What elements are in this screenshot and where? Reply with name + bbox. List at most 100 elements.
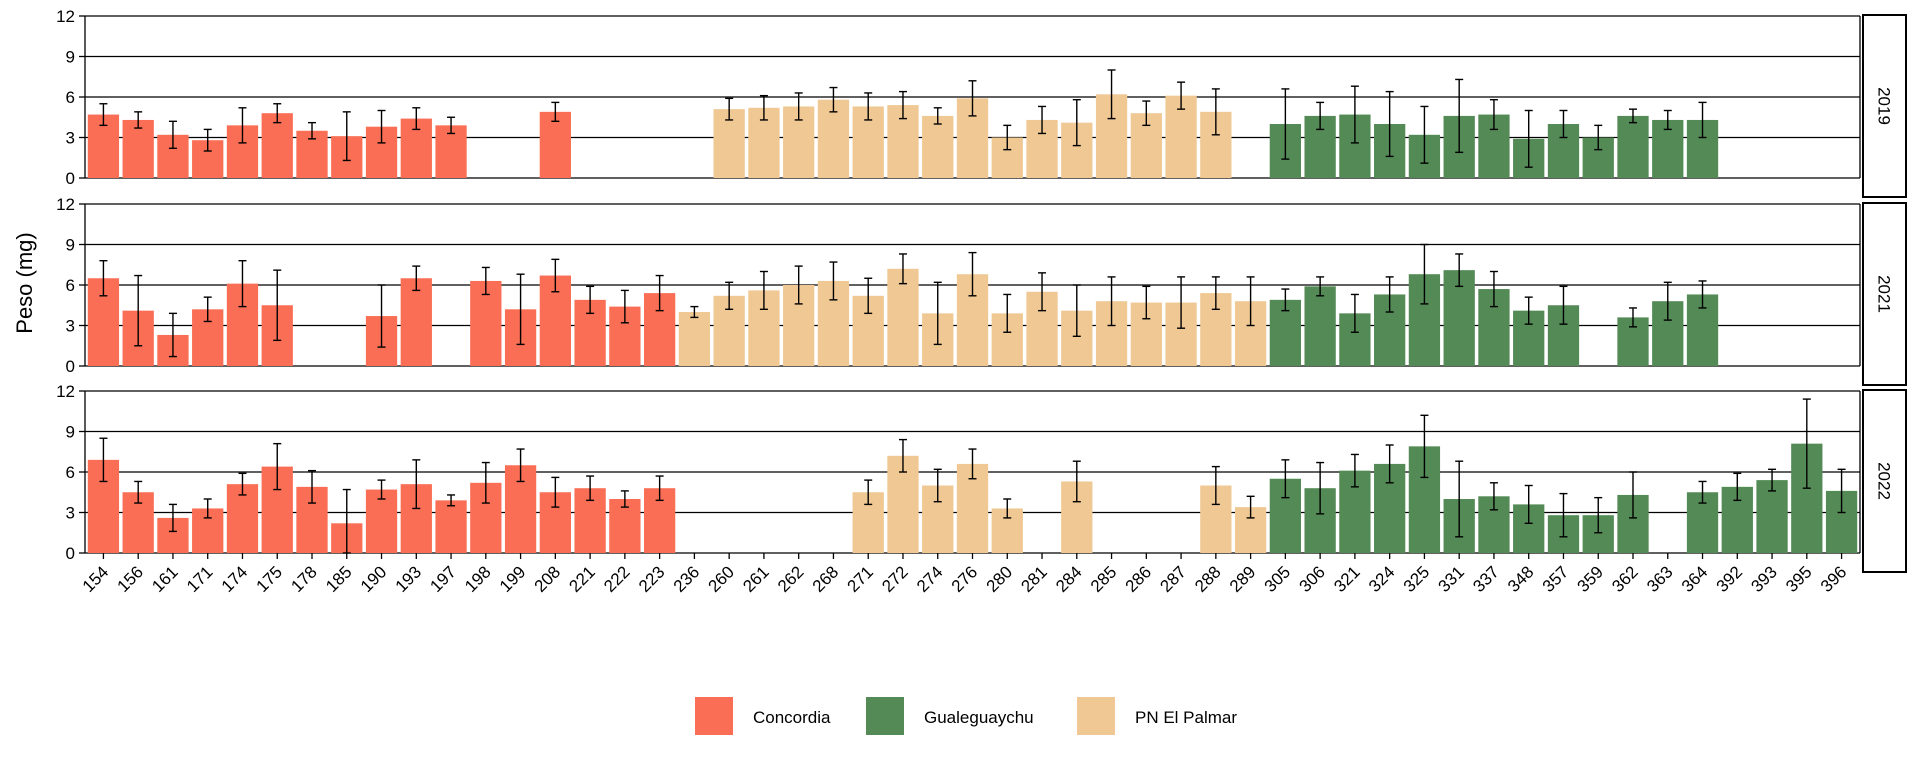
error-bar-2022-178: [308, 469, 317, 504]
legend-swatch: [1077, 697, 1115, 735]
y-tick-label: 12: [56, 7, 75, 26]
error-bar-2019-156: [134, 111, 143, 129]
x-tick-label: 348: [1504, 562, 1537, 595]
error-bar-2021-337: [1489, 270, 1498, 308]
x-tick-label: 154: [79, 562, 112, 595]
error-bar-2021-364: [1698, 280, 1707, 309]
error-bar-2021-305: [1281, 288, 1290, 312]
error-bar-2022-274: [933, 468, 942, 503]
error-bar-2019-280: [1003, 124, 1012, 151]
bar-2019-274: [922, 115, 954, 178]
bar-2022-190: [365, 489, 398, 553]
facet-label: 2021: [1875, 275, 1894, 313]
x-tick-label: 396: [1817, 562, 1850, 595]
error-bar-2021-281: [1038, 272, 1047, 312]
panel-2022: 0 3 6 9 12 2022: [56, 382, 1907, 573]
bar-2022-197: [435, 500, 467, 553]
error-bar-2022-272: [898, 438, 907, 473]
x-tick-label: 261: [739, 562, 772, 595]
error-bar-2022-276: [968, 448, 977, 480]
error-bar-2021-175: [273, 269, 282, 342]
x-tick-label: 393: [1747, 562, 1780, 595]
error-bar-2022-324: [1385, 444, 1394, 484]
error-bar-2022-289: [1246, 495, 1255, 519]
bar-2019-362: [1617, 115, 1649, 178]
x-axis: 154 156 161 171 174 175 178 185 190 193 197 198 199 2…: [79, 553, 1850, 596]
error-bar-2021-268: [829, 261, 838, 301]
error-bar-2019-285: [1107, 69, 1116, 120]
x-tick-label: 285: [1087, 562, 1120, 595]
error-bar-2021-325: [1420, 243, 1429, 305]
error-bar-2022-331: [1455, 460, 1464, 538]
error-bar-2019-364: [1698, 101, 1707, 139]
x-tick-label: 208: [531, 562, 564, 595]
bar-2019-268: [817, 99, 850, 178]
error-bar-2019-274: [933, 107, 942, 125]
y-tick-label: 12: [56, 195, 75, 214]
panel-2019: 0 3 6 9 12 2019: [56, 7, 1907, 198]
x-tick-label: 281: [1017, 562, 1050, 595]
error-bar-2021-161: [168, 312, 177, 358]
x-tick-label: 395: [1782, 562, 1815, 595]
error-bar-2021-284: [1072, 284, 1081, 337]
error-bar-2021-199: [516, 273, 525, 346]
facet-strip-2021: [1862, 202, 1907, 386]
error-bar-2021-174: [238, 260, 247, 308]
x-tick-label: 274: [913, 562, 946, 595]
x-tick-label: 271: [844, 562, 877, 595]
legend-label: PN El Palmar: [1135, 708, 1237, 727]
legend-label: Gualeguaychu: [924, 708, 1034, 727]
error-bar-2019-359: [1594, 124, 1603, 151]
legend-swatch: [866, 697, 904, 735]
x-tick-label: 175: [253, 562, 286, 595]
error-bar-2021-221: [586, 285, 595, 315]
error-bar-2021-236: [690, 305, 699, 319]
error-bar-2019-262: [794, 92, 803, 121]
error-bar-2021-285: [1107, 276, 1116, 327]
error-bar-2021-154: [99, 260, 108, 297]
error-bar-2022-288: [1211, 465, 1220, 506]
error-bar-2021-208: [551, 258, 560, 293]
error-bar-2022-396: [1837, 468, 1846, 514]
y-tick-label: 12: [56, 382, 75, 401]
error-bar-2019-286: [1142, 100, 1151, 127]
facet-label: 2019: [1875, 87, 1894, 125]
error-bar-2021-272: [898, 253, 907, 285]
y-tick-label: 0: [66, 544, 75, 563]
x-tick-label: 288: [1191, 562, 1224, 595]
legend-item-concordia: Concordia: [695, 697, 831, 735]
panel-2021: 0 3 6 9 12 2021: [56, 195, 1907, 386]
error-bar-2021-276: [968, 251, 977, 297]
x-tick-label: 221: [565, 562, 598, 595]
error-bar-2019-321: [1350, 85, 1359, 144]
bar-2021-306: [1304, 286, 1336, 366]
bar-2022-393: [1756, 480, 1788, 553]
error-bar-2019-325: [1420, 105, 1429, 164]
y-tick-label: 9: [66, 236, 75, 255]
y-tick-label: 3: [66, 129, 75, 148]
facet-strip-2022: [1862, 389, 1907, 573]
error-bar-2021-222: [620, 289, 629, 324]
error-bar-2021-193: [412, 265, 421, 292]
error-bar-2021-190: [377, 284, 386, 348]
error-bar-2019-197: [447, 116, 456, 135]
x-tick-label: 223: [635, 562, 668, 595]
error-bar-2019-190: [377, 109, 386, 144]
x-tick-label: 174: [218, 562, 251, 595]
x-tick-label: 325: [1400, 562, 1433, 595]
y-tick-label: 3: [66, 504, 75, 523]
x-tick-label: 161: [148, 562, 181, 595]
bar-2022-222: [609, 499, 641, 553]
error-bar-2022-208: [551, 476, 560, 508]
error-bar-2022-271: [864, 479, 873, 506]
error-bar-2019-178: [308, 121, 317, 140]
bar-2021-193: [400, 278, 432, 366]
error-bar-2022-223: [655, 475, 664, 502]
y-tick-label: 9: [66, 48, 75, 67]
error-bar-2021-156: [134, 274, 143, 347]
error-bar-2022-156: [134, 480, 143, 504]
error-bar-2019-261: [759, 94, 768, 121]
error-bar-2019-154: [99, 103, 108, 127]
y-tick-label: 6: [66, 463, 75, 482]
error-bar-2021-271: [864, 277, 873, 315]
